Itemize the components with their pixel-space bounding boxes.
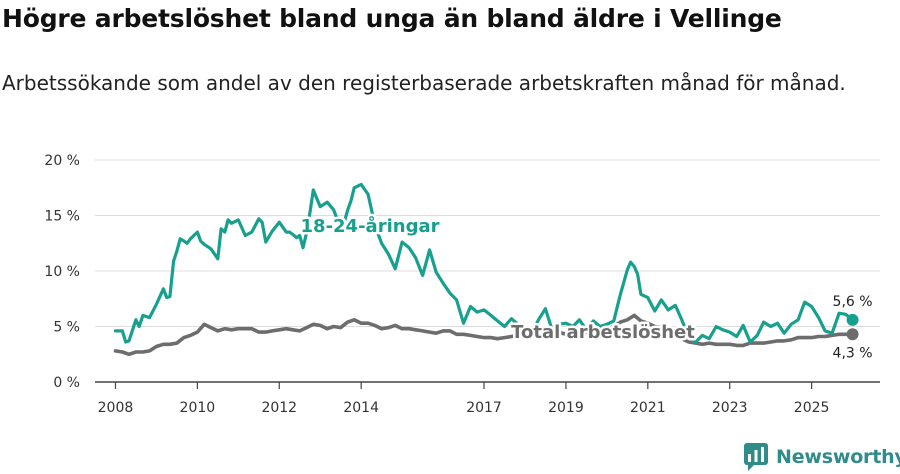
y-tick-label: 20 % [44, 153, 80, 169]
y-tick-label: 0 % [53, 375, 80, 391]
end-marker-youth [846, 313, 859, 326]
x-tick-label: 2019 [548, 400, 584, 416]
y-axis-labels: 0 % 5 % 10 % 15 % 20 % [44, 153, 80, 391]
end-label-youth: 5,6 % [833, 294, 873, 310]
series-line-youth [113, 182, 855, 344]
x-tick-label: 2025 [794, 400, 830, 416]
series-labels: 18-24-åringar Total arbetslöshet [298, 213, 698, 346]
newsworthy-logo-icon [744, 443, 768, 471]
x-tick-label: 2014 [343, 400, 379, 416]
end-marker-total [846, 328, 859, 341]
x-tick-label: 2017 [466, 400, 502, 416]
series-label-youth: 18-24-åringar [301, 215, 440, 237]
end-markers: 5,6 % 4,3 % [833, 294, 873, 361]
x-tick-label: 2008 [98, 400, 134, 416]
chart-subtitle: Arbetssökande som andel av den registerb… [2, 71, 846, 95]
y-tick-label: 10 % [44, 264, 80, 280]
series-line-total [113, 313, 855, 357]
newsworthy-logo[interactable]: Newsworthy [744, 441, 900, 473]
x-axis: 2008 2010 2012 2014 2017 2019 2021 2023 2025 [95, 381, 880, 416]
x-tick-label: 2012 [261, 400, 297, 416]
x-tick-label: 2021 [630, 400, 666, 416]
gridlines [95, 159, 880, 327]
x-tick-label: 2023 [712, 400, 748, 416]
series-label-total: Total arbetslöshet [511, 322, 695, 343]
newsworthy-logo-text: Newsworthy [776, 446, 900, 468]
x-tick-label: 2010 [180, 400, 216, 416]
y-tick-label: 5 % [53, 320, 80, 336]
end-label-total: 4,3 % [833, 345, 873, 361]
chart-title: Högre arbetslöshet bland unga än bland ä… [2, 4, 782, 33]
y-tick-label: 15 % [44, 209, 80, 225]
series-lines [113, 182, 855, 357]
